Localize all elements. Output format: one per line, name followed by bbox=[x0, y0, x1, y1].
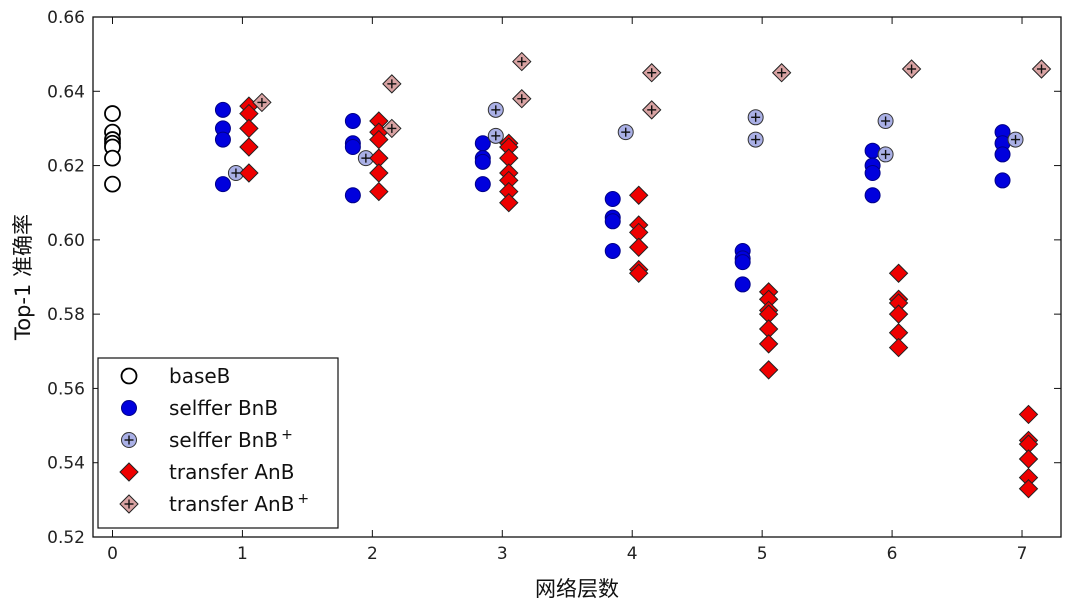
x-tick-label: 4 bbox=[627, 544, 638, 564]
point-diamond-plus bbox=[382, 118, 402, 139]
point-circle-plus bbox=[1007, 131, 1024, 148]
point-circle-open bbox=[104, 175, 121, 193]
point-circle-plus bbox=[747, 109, 764, 126]
point-circle bbox=[474, 176, 491, 193]
point-circle bbox=[604, 191, 621, 207]
point-diamond-plus bbox=[512, 51, 532, 72]
point-circle bbox=[864, 165, 881, 181]
point-circle-plus bbox=[877, 113, 894, 129]
point-circle bbox=[344, 113, 361, 129]
x-tick-label: 6 bbox=[887, 544, 898, 564]
y-tick-label: 0.52 bbox=[47, 528, 85, 548]
point-diamond bbox=[239, 118, 259, 139]
y-tick-label: 0.54 bbox=[47, 454, 85, 474]
x-tick-label: 3 bbox=[497, 544, 508, 564]
y-tick-label: 0.60 bbox=[47, 231, 85, 251]
point-circle-plus bbox=[747, 131, 764, 148]
legend-marker bbox=[119, 462, 139, 482]
point-diamond bbox=[1018, 479, 1039, 499]
data-points bbox=[104, 51, 1052, 499]
point-diamond bbox=[239, 137, 259, 157]
y-tick-label: 0.62 bbox=[47, 157, 85, 177]
legend-label: transfer AnB bbox=[169, 460, 294, 484]
point-diamond bbox=[369, 181, 389, 202]
point-circle bbox=[214, 176, 231, 193]
point-circle bbox=[214, 101, 231, 118]
point-circle bbox=[214, 131, 231, 148]
y-axis-label: Top-1 准确率 bbox=[11, 214, 35, 341]
point-circle-plus bbox=[487, 127, 504, 144]
point-circle-plus bbox=[487, 101, 504, 118]
point-circle bbox=[994, 146, 1011, 163]
x-tick-label: 2 bbox=[367, 544, 378, 564]
y-tick-label: 0.66 bbox=[47, 8, 85, 28]
point-circle-open bbox=[104, 149, 121, 167]
legend-marker bbox=[119, 494, 139, 514]
point-diamond-plus bbox=[642, 63, 662, 83]
point-diamond bbox=[1018, 449, 1039, 469]
legend-box bbox=[97, 357, 339, 529]
x-tick-label: 5 bbox=[757, 544, 768, 564]
point-diamond bbox=[758, 360, 779, 380]
legend-marker bbox=[121, 400, 137, 416]
point-diamond bbox=[629, 237, 649, 257]
plot-area bbox=[92, 16, 1062, 538]
point-circle-plus bbox=[877, 146, 894, 163]
legend-label: selffer BnB + bbox=[169, 427, 293, 452]
y-tick-label: 0.58 bbox=[47, 305, 85, 325]
point-diamond-plus bbox=[252, 92, 272, 113]
point-circle bbox=[734, 254, 751, 271]
point-diamond bbox=[499, 193, 519, 213]
point-diamond-plus bbox=[901, 59, 922, 79]
point-diamond bbox=[888, 263, 909, 283]
point-diamond bbox=[1018, 404, 1039, 425]
legend-marker bbox=[120, 367, 138, 385]
point-diamond bbox=[369, 163, 389, 183]
point-circle bbox=[604, 213, 621, 230]
y-tick-label: 0.64 bbox=[47, 82, 85, 102]
point-diamond bbox=[239, 163, 259, 183]
point-diamond-plus bbox=[771, 63, 792, 83]
y-tick-labels: 0.52 0.54 0.56 0.58 0.60 0.62 0.64 0.66 bbox=[47, 8, 85, 548]
x-tick-label: 7 bbox=[1017, 544, 1028, 564]
point-diamond bbox=[758, 334, 779, 354]
point-diamond bbox=[629, 263, 649, 283]
point-circle bbox=[864, 187, 881, 204]
point-diamond-plus bbox=[382, 74, 402, 94]
point-diamond bbox=[888, 304, 909, 324]
legend-marker bbox=[121, 432, 137, 448]
point-circle-plus bbox=[617, 124, 634, 141]
legend-label: selffer BnB bbox=[169, 396, 278, 420]
point-diamond-plus bbox=[642, 100, 662, 120]
x-tick-labels: 0 1 2 3 4 5 6 7 bbox=[107, 544, 1027, 564]
y-tick-label: 0.56 bbox=[47, 379, 85, 399]
point-circle bbox=[734, 276, 751, 293]
legend-label: baseB bbox=[169, 364, 230, 388]
x-axis-label: 网络层数 bbox=[535, 577, 619, 601]
legend: baseB selffer BnB selffer BnB + transfer AnB… bbox=[97, 357, 339, 529]
point-circle bbox=[474, 135, 491, 152]
point-circle bbox=[474, 153, 491, 170]
point-circle bbox=[344, 139, 361, 155]
point-circle-plus bbox=[357, 150, 374, 167]
point-circle bbox=[994, 172, 1011, 189]
point-diamond bbox=[629, 185, 649, 205]
point-circle-open bbox=[104, 105, 121, 122]
point-diamond-plus bbox=[512, 89, 532, 109]
x-tick-label: 1 bbox=[237, 544, 248, 564]
point-circle bbox=[604, 243, 621, 259]
point-diamond-plus bbox=[1031, 59, 1052, 79]
point-diamond bbox=[888, 337, 909, 358]
legend-label: transfer AnB + bbox=[169, 491, 309, 516]
point-circle bbox=[344, 187, 361, 204]
x-tick-label: 0 bbox=[107, 544, 118, 564]
